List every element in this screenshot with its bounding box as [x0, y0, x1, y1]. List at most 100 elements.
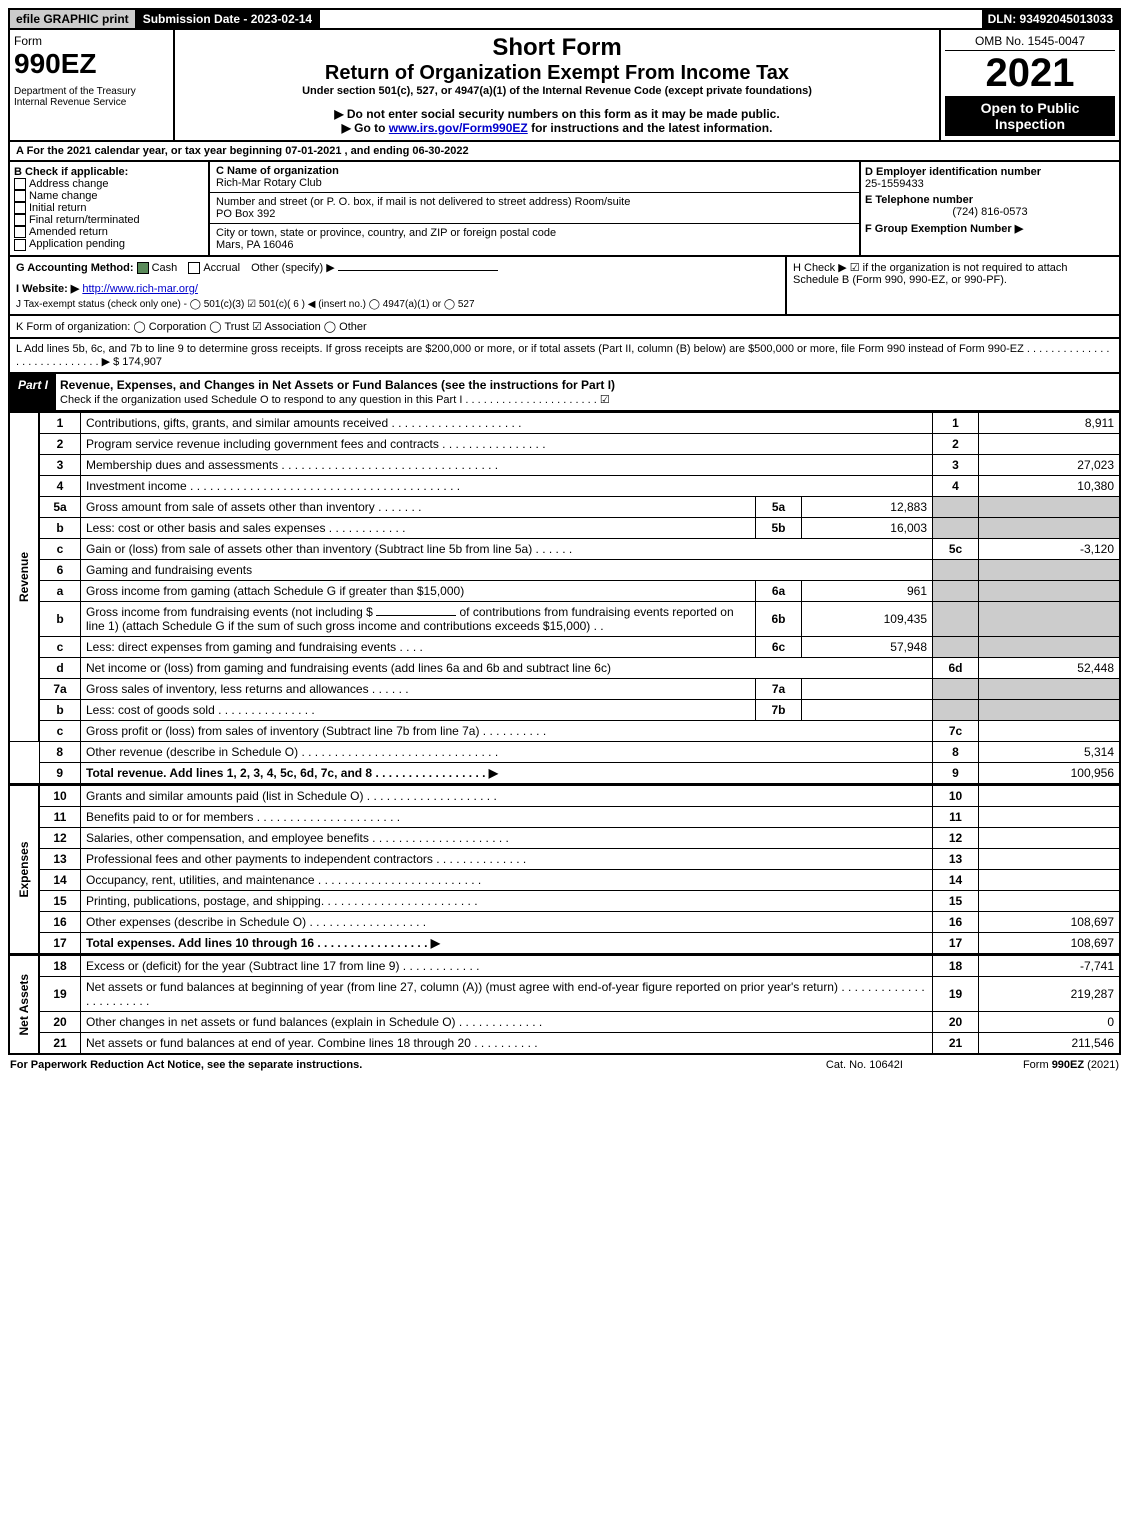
table-row: 16Other expenses (describe in Schedule O… [9, 911, 1120, 932]
contrib-blank [376, 615, 456, 616]
part-1-title: Revenue, Expenses, and Changes in Net As… [56, 374, 1119, 410]
org-name-row: C Name of organization Rich-Mar Rotary C… [210, 162, 859, 193]
footer-mid: Cat. No. 10642I [826, 1059, 903, 1071]
info-block: B Check if applicable: Address change Na… [8, 162, 1121, 257]
revenue-table: Revenue 1 Contributions, gifts, grants, … [8, 412, 1121, 785]
part-1-header: Part I Revenue, Expenses, and Changes in… [8, 374, 1121, 412]
table-row: 7a Gross sales of inventory, less return… [9, 678, 1120, 699]
submission-date: Submission Date - 2023-02-14 [137, 10, 320, 28]
table-row: 4 Investment income . . . . . . . . . . … [9, 475, 1120, 496]
side-expenses: Expenses [9, 785, 39, 954]
line-j: J Tax-exempt status (check only one) - ◯… [16, 299, 779, 310]
city-label: City or town, state or province, country… [216, 227, 853, 239]
c-name-label: C Name of organization [216, 165, 853, 177]
table-row: a Gross income from gaming (attach Sched… [9, 580, 1120, 601]
table-row: Expenses 10 Grants and similar amounts p… [9, 785, 1120, 806]
table-row: 15Printing, publications, postage, and s… [9, 890, 1120, 911]
g-label: G Accounting Method: [16, 262, 134, 274]
table-row: c Gain or (loss) from sale of assets oth… [9, 538, 1120, 559]
table-row: 19Net assets or fund balances at beginni… [9, 976, 1120, 1011]
street-value: PO Box 392 [216, 208, 853, 220]
section-c: C Name of organization Rich-Mar Rotary C… [210, 162, 861, 255]
group-label: F Group Exemption Number ▶ [865, 222, 1115, 235]
line-h: H Check ▶ ☑ if the organization is not r… [785, 257, 1119, 314]
open-public: Open to Public Inspection [945, 96, 1115, 136]
dept-line-1: Department of the Treasury [14, 86, 169, 97]
header-right: OMB No. 1545-0047 2021 Open to Public In… [939, 30, 1119, 140]
footer-left: For Paperwork Reduction Act Notice, see … [10, 1059, 826, 1071]
part-1-sub: Check if the organization used Schedule … [60, 394, 610, 406]
l-amount: 174,907 [122, 356, 162, 368]
page-footer: For Paperwork Reduction Act Notice, see … [8, 1055, 1121, 1075]
goto-suffix: for instructions and the latest informat… [528, 121, 773, 135]
header-center: Short Form Return of Organization Exempt… [175, 30, 939, 140]
city-row: City or town, state or province, country… [210, 224, 859, 254]
table-row: Net Assets 18 Excess or (deficit) for th… [9, 955, 1120, 976]
goto-prefix: ▶ Go to [342, 121, 389, 135]
instruction-ssn: ▶ Do not enter social security numbers o… [179, 107, 935, 121]
dept-line-2: Internal Revenue Service [14, 97, 169, 108]
city-value: Mars, PA 16046 [216, 239, 853, 251]
chk-address[interactable]: Address change [14, 178, 204, 190]
table-row: 8 Other revenue (describe in Schedule O)… [9, 741, 1120, 762]
website-link[interactable]: http://www.rich-mar.org/ [82, 283, 198, 295]
header-left: Form 990EZ Department of the Treasury In… [10, 30, 175, 140]
dln: DLN: 93492045013033 [982, 10, 1119, 28]
omb-number: OMB No. 1545-0047 [945, 34, 1115, 51]
chk-accrual[interactable] [188, 262, 200, 274]
table-row: 21Net assets or fund balances at end of … [9, 1032, 1120, 1054]
i-label: I Website: ▶ [16, 283, 79, 295]
table-row: 3 Membership dues and assessments . . . … [9, 454, 1120, 475]
table-row: c Less: direct expenses from gaming and … [9, 636, 1120, 657]
line-k: K Form of organization: ◯ Corporation ◯ … [8, 316, 1121, 339]
table-row: b Gross income from fundraising events (… [9, 601, 1120, 636]
chk-pending[interactable]: Application pending [14, 238, 204, 250]
table-row: 13Professional fees and other payments t… [9, 848, 1120, 869]
tel-label: E Telephone number [865, 194, 1115, 206]
tax-year: 2021 [945, 51, 1115, 96]
net-assets-table: Net Assets 18 Excess or (deficit) for th… [8, 955, 1121, 1055]
l-text: L Add lines 5b, 6c, and 7b to line 9 to … [16, 343, 1109, 368]
table-row: 11Benefits paid to or for members . . . … [9, 806, 1120, 827]
chk-amended[interactable]: Amended return [14, 226, 204, 238]
row-gh: G Accounting Method: Cash Accrual Other … [8, 257, 1121, 316]
section-b: B Check if applicable: Address change Na… [10, 162, 210, 255]
return-title: Return of Organization Exempt From Incom… [179, 62, 935, 85]
table-row: b Less: cost of goods sold . . . . . . .… [9, 699, 1120, 720]
line-a: A For the 2021 calendar year, or tax yea… [8, 142, 1121, 162]
ein-value: 25-1559433 [865, 178, 1115, 190]
table-row: 2 Program service revenue including gove… [9, 433, 1120, 454]
part-1-label: Part I [10, 374, 56, 410]
table-row: 12Salaries, other compensation, and empl… [9, 827, 1120, 848]
chk-name[interactable]: Name change [14, 190, 204, 202]
line-i: I Website: ▶ http://www.rich-mar.org/ [16, 282, 779, 295]
table-row: 9 Total revenue. Add lines 1, 2, 3, 4, 5… [9, 762, 1120, 784]
b-label: B Check if applicable: [14, 166, 204, 178]
efile-print[interactable]: efile GRAPHIC print [10, 10, 137, 28]
table-row: 5a Gross amount from sale of assets othe… [9, 496, 1120, 517]
irs-link[interactable]: www.irs.gov/Form990EZ [389, 121, 528, 135]
tel-value: (724) 816-0573 [865, 206, 1115, 218]
under-section: Under section 501(c), 527, or 4947(a)(1)… [179, 85, 935, 97]
table-row: d Net income or (loss) from gaming and f… [9, 657, 1120, 678]
section-d: D Employer identification number 25-1559… [861, 162, 1119, 255]
instruction-goto: ▶ Go to www.irs.gov/Form990EZ for instru… [179, 121, 935, 135]
table-row: 6 Gaming and fundraising events [9, 559, 1120, 580]
chk-cash[interactable] [137, 262, 149, 274]
line-a-text: A For the 2021 calendar year, or tax yea… [16, 145, 1113, 157]
table-row: 20Other changes in net assets or fund ba… [9, 1011, 1120, 1032]
line-g: G Accounting Method: Cash Accrual Other … [10, 257, 785, 314]
chk-initial[interactable]: Initial return [14, 202, 204, 214]
expenses-table: Expenses 10 Grants and similar amounts p… [8, 785, 1121, 955]
table-row: b Less: cost or other basis and sales ex… [9, 517, 1120, 538]
chk-final[interactable]: Final return/terminated [14, 214, 204, 226]
top-bar: efile GRAPHIC print Submission Date - 20… [8, 8, 1121, 30]
short-form-title: Short Form [179, 34, 935, 62]
side-net-assets: Net Assets [9, 955, 39, 1054]
other-specify-blank [338, 270, 498, 271]
street-row: Number and street (or P. O. box, if mail… [210, 193, 859, 224]
org-name: Rich-Mar Rotary Club [216, 177, 853, 189]
form-number: 990EZ [14, 48, 169, 80]
footer-right: Form 990EZ (2021) [1023, 1059, 1119, 1071]
form-header: Form 990EZ Department of the Treasury In… [8, 30, 1121, 142]
